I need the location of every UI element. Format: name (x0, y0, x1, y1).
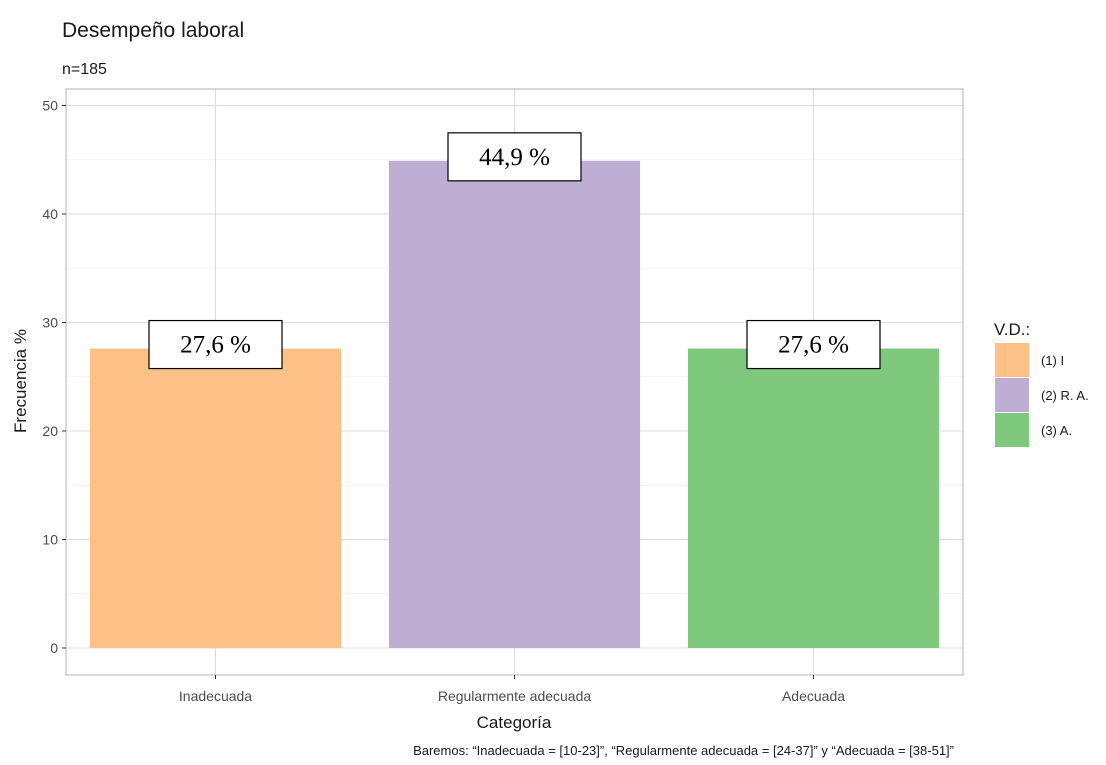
y-tick-label: 20 (42, 423, 58, 439)
data-labels: 27,6 % 44,9 % 27,6 % (148, 132, 881, 370)
bars (89, 160, 940, 648)
data-label-text: 27,6 % (778, 332, 849, 359)
y-tick-label: 40 (42, 206, 58, 222)
legend-label-2: (2) R. A. (1041, 388, 1089, 403)
data-label-2: 44,9 % (447, 132, 582, 182)
data-label-1: 27,6 % (148, 319, 283, 370)
legend-title: V.D.: (994, 320, 1030, 339)
x-tick-label: Adecuada (782, 688, 845, 704)
data-label-box (746, 319, 881, 370)
data-label-3: 27,6 % (746, 319, 881, 370)
legend: V.D.: (1) I (2) R. A. (3) A. (994, 320, 1089, 447)
x-tick-label: Inadecuada (179, 688, 252, 704)
bar-1 (89, 348, 342, 648)
data-label-text: 44,9 % (479, 144, 550, 171)
x-axis-ticks: Inadecuada Regularmente adecuada Adecuada (179, 675, 845, 704)
legend-key-3 (995, 413, 1029, 447)
y-tick-label: 30 (42, 315, 58, 331)
y-axis-ticks: 0 10 20 30 40 50 (42, 98, 66, 656)
data-label-box (148, 319, 283, 370)
y-tick-label: 0 (50, 640, 58, 656)
y-tick-label: 50 (42, 98, 58, 114)
chart-subtitle: n=185 (62, 61, 107, 78)
bar-2 (388, 160, 641, 648)
x-tick-label: Regularmente adecuada (438, 688, 592, 704)
chart-title: Desempeño laboral (62, 19, 244, 42)
y-axis-title: Frecuencia % (11, 329, 30, 433)
bar-3 (687, 348, 940, 648)
chart-caption: Baremos: “Inadecuada = [10-23]”, “Regula… (413, 743, 954, 758)
x-axis-title: Categoría (477, 713, 552, 732)
data-label-box (447, 132, 582, 182)
data-label-text: 27,6 % (180, 332, 251, 359)
legend-label-1: (1) I (1041, 353, 1064, 368)
y-tick-label: 10 (42, 532, 58, 548)
legend-label-3: (3) A. (1041, 423, 1072, 438)
legend-key-2 (995, 378, 1029, 412)
legend-key-1 (995, 343, 1029, 377)
